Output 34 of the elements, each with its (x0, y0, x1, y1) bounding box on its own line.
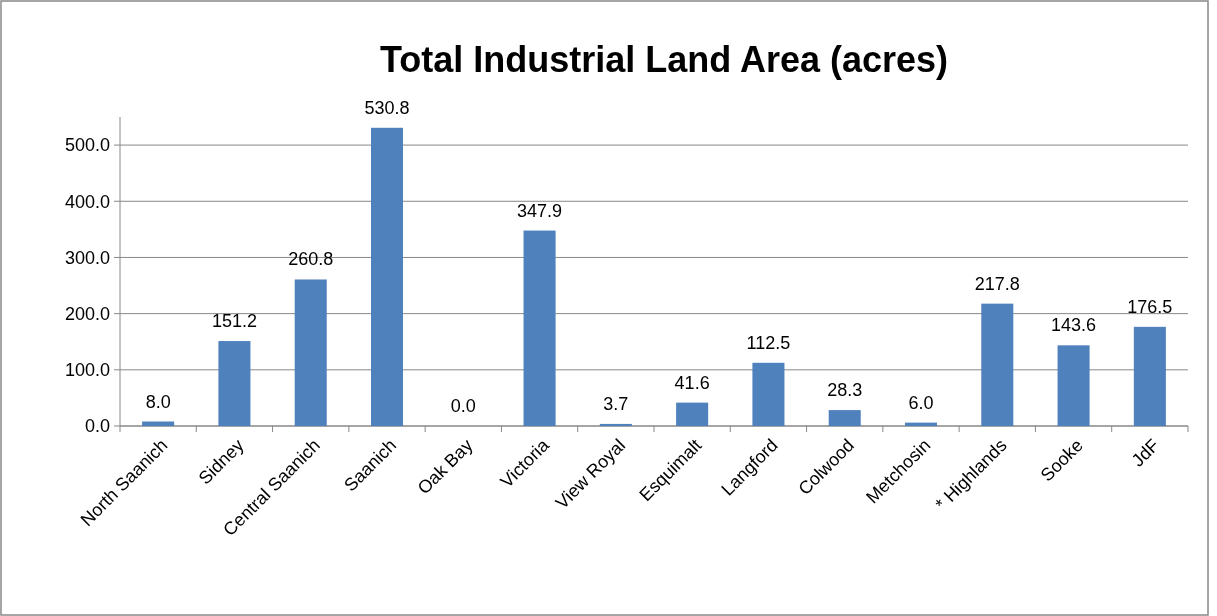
bar (370, 127, 404, 426)
data-label: 530.8 (364, 97, 410, 118)
data-label: 217.8 (974, 273, 1020, 294)
bar (1057, 345, 1090, 426)
y-tick-label: 200.0 (64, 303, 110, 324)
y-tick-label: 0.0 (84, 416, 110, 437)
data-label: 6.0 (908, 392, 934, 413)
y-tick-label: 400.0 (64, 191, 110, 212)
data-label: 112.5 (746, 332, 791, 353)
bar (1133, 326, 1166, 426)
data-label: 260.8 (288, 249, 334, 270)
bar (981, 303, 1014, 426)
chart-title: Total Industrial Land Area (acres) (379, 39, 949, 80)
bar (599, 423, 632, 426)
data-label: 8.0 (145, 391, 171, 412)
data-label: 143.6 (1051, 315, 1097, 336)
data-label: 347.9 (517, 200, 563, 221)
y-tick-label: 300.0 (64, 247, 110, 268)
bar (676, 402, 709, 426)
bar (752, 362, 785, 426)
data-label: 176.5 (1127, 296, 1173, 317)
data-label: 0.0 (450, 396, 476, 416)
data-label: 3.7 (603, 393, 629, 414)
y-tick-label: 100.0 (64, 360, 110, 381)
bar (218, 341, 251, 426)
x-tick-label: JdF (1127, 435, 1164, 471)
data-label: 28.3 (827, 380, 863, 401)
data-label: 41.6 (674, 372, 710, 393)
bar (828, 410, 861, 426)
bar (523, 230, 556, 426)
data-label: 151.2 (211, 311, 257, 332)
x-tick-label: Oak Bay (413, 435, 477, 499)
bar (294, 279, 327, 426)
y-tick-label: 500.0 (64, 135, 110, 156)
